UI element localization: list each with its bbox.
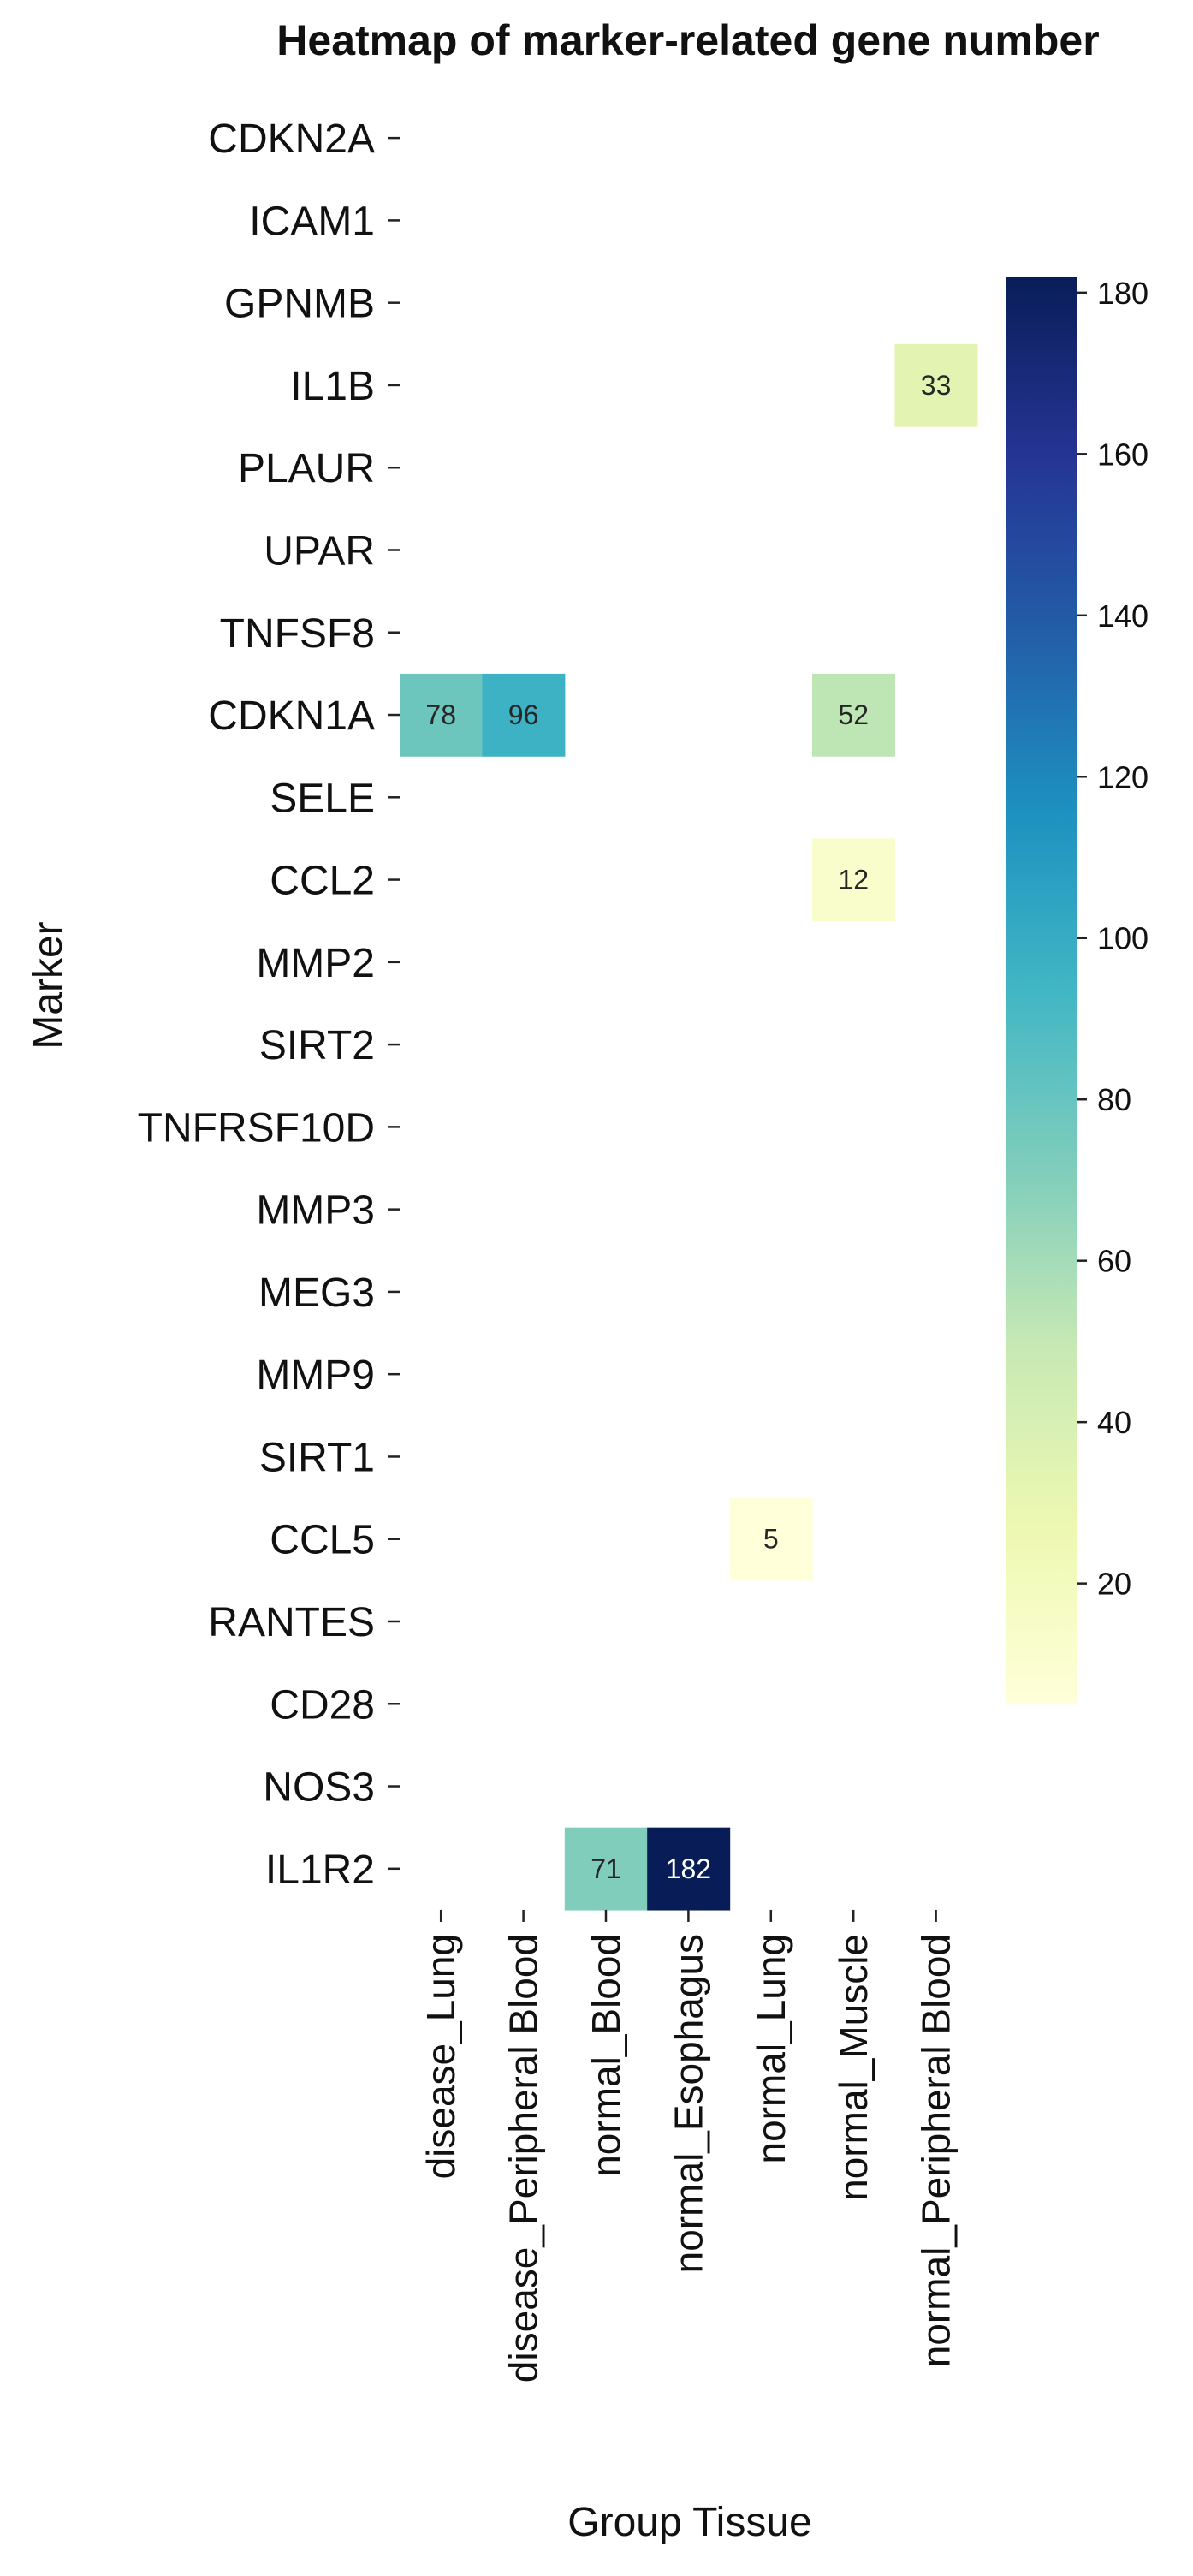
- y-tick-label-meg3: MEG3: [258, 1270, 375, 1316]
- y-tick-label-gpnmb: GPNMB: [224, 282, 375, 327]
- heatmap-cell-cdkn1a-disease-lung: [400, 673, 483, 757]
- colorbar-tick-label-40: 40: [1097, 1405, 1131, 1440]
- colorbar-tick-label-120: 120: [1097, 759, 1148, 794]
- colorbar-tick-label-180: 180: [1097, 276, 1148, 311]
- x-tick-label-normal-esophagus: normal_Esophagus: [666, 1934, 710, 2273]
- cell-value-label: 182: [666, 1853, 711, 1884]
- y-tick-label-tnfsf8: TNFSF8: [220, 611, 375, 657]
- colorbar-tick-label-20: 20: [1097, 1567, 1131, 1602]
- y-axis-ticks: CDKN2A ICAM1 GPNMB IL1B PLAUR UPAR TNFSF8 CDKN1…: [138, 116, 400, 1893]
- x-axis-ticks: disease_Lung disease_Peripheral Blood norm…: [418, 1909, 959, 2383]
- y-tick-label-ccl5: CCL5: [270, 1518, 375, 1563]
- chart-title: Heatmap of marker-related gene number: [276, 16, 1099, 64]
- x-tick-label-disease-peripheral-blood: disease_Peripheral Blood: [502, 1934, 546, 2383]
- y-tick-label-il1b: IL1B: [290, 364, 375, 409]
- heatmap-cells: 33 78 96 52 12 5 71 182: [400, 343, 978, 1911]
- x-tick-label-disease-lung: disease_Lung: [418, 1934, 463, 2179]
- heatmap-cell-cdkn1a-normal-muscle: [812, 673, 895, 757]
- x-tick-label-normal-muscle: normal_Muscle: [831, 1934, 875, 2201]
- colorbar-tick-label-100: 100: [1097, 921, 1148, 956]
- y-tick-label-plaur: PLAUR: [238, 446, 375, 491]
- heatmap-cell-ccl2-normal-muscle: [812, 838, 895, 922]
- y-tick-label-mmp2: MMP2: [256, 941, 375, 986]
- y-tick-label-sirt2: SIRT2: [259, 1023, 375, 1068]
- colorbar-tick-label-160: 160: [1097, 437, 1148, 472]
- y-tick-label-sele: SELE: [270, 776, 375, 821]
- x-tick-label-normal-peripheral-blood: normal_Peripheral Blood: [914, 1934, 959, 2367]
- cell-value-label: 71: [591, 1853, 621, 1884]
- heatmap-cell-il1b-normal-peripheral-blood: [894, 343, 978, 427]
- y-tick-label-icam1: ICAM1: [249, 199, 375, 244]
- y-tick-label-mmp3: MMP3: [256, 1188, 375, 1234]
- cell-value-label: 12: [838, 865, 869, 895]
- x-tick-label-normal-blood: normal_Blood: [584, 1934, 628, 2177]
- heatmap-cell-cdkn1a-disease-peripheral-blood: [482, 673, 566, 757]
- y-tick-label-rantes: RANTES: [208, 1600, 375, 1645]
- colorbar: [1006, 277, 1077, 1704]
- y-tick-label-cdkn2a: CDKN2A: [208, 116, 375, 162]
- cell-value-label: 78: [425, 699, 456, 730]
- colorbar-tick-label-80: 80: [1097, 1082, 1131, 1117]
- heatmap-cell-ccl5-normal-lung: [729, 1497, 813, 1581]
- y-tick-label-mmp9: MMP9: [256, 1353, 375, 1398]
- cell-value-label: 33: [921, 370, 952, 401]
- y-tick-label-sirt1: SIRT1: [259, 1435, 375, 1480]
- colorbar-tick-label-60: 60: [1097, 1244, 1131, 1279]
- y-tick-label-tnfrsf10d: TNFRSF10D: [138, 1105, 375, 1151]
- cell-value-label: 52: [838, 699, 869, 730]
- x-axis-label: Group Tissue: [567, 2500, 811, 2545]
- colorbar-ticks: 20 40 60 80 100 120 140 160 180: [1077, 276, 1148, 1602]
- y-tick-label-cdkn1a: CDKN1A: [208, 693, 375, 739]
- y-tick-label-nos3: NOS3: [263, 1765, 375, 1811]
- cell-value-label: 5: [763, 1524, 779, 1555]
- y-tick-label-il1r2: IL1R2: [265, 1847, 375, 1893]
- y-axis-label: Marker: [26, 921, 71, 1049]
- x-tick-label-normal-lung: normal_Lung: [749, 1934, 793, 2164]
- cell-value-label: 96: [508, 699, 539, 730]
- heatmap-cell-il1r2-normal-blood: [564, 1827, 648, 1911]
- heatmap-cell-il1r2-normal-esophagus: [647, 1827, 731, 1911]
- y-tick-label-cd28: CD28: [270, 1682, 375, 1728]
- colorbar-tick-label-140: 140: [1097, 598, 1148, 634]
- y-tick-label-ccl2: CCL2: [270, 859, 375, 904]
- y-tick-label-upar: UPAR: [264, 528, 375, 574]
